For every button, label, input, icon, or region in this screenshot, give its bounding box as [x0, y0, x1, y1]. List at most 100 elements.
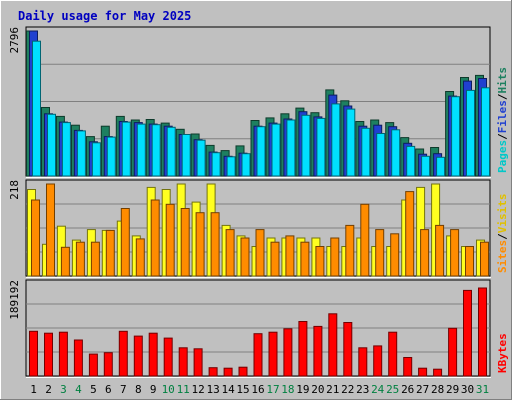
bar-sites-12 [195, 212, 205, 277]
panel-1: 218 Sites/Visits [8, 179, 509, 278]
x-tick-label: 1 [30, 383, 37, 396]
bar-pages-17 [271, 123, 281, 177]
panel-2: 189192 KBytes [8, 279, 509, 378]
bar-kbytes-11 [178, 347, 188, 377]
bar-sites-19 [300, 241, 310, 277]
bar-kbytes-13 [208, 367, 218, 377]
legend: KBytes [496, 333, 509, 373]
bar-pages-9 [151, 124, 161, 177]
bar-sites-9 [150, 199, 160, 277]
legend: Sites/Visits [496, 194, 509, 274]
bar-kbytes-12 [193, 348, 203, 377]
bar-kbytes-22 [343, 322, 353, 377]
bar-pages-20 [316, 117, 326, 177]
bar-sites-2 [46, 183, 55, 277]
bar-sites-31 [480, 241, 489, 277]
bar-sites-7 [120, 208, 130, 277]
bar-sites-6 [105, 229, 115, 277]
bar-sites-5 [90, 241, 100, 277]
x-tick-label: 17 [266, 383, 279, 396]
bar-pages-23 [361, 127, 371, 177]
bar-sites-27 [420, 229, 430, 277]
bar-pages-10 [166, 126, 176, 177]
x-tick-label: 9 [150, 383, 157, 396]
bar-pages-27 [421, 155, 431, 177]
bar-pages-2 [47, 113, 56, 177]
x-tick-label: 6 [105, 383, 112, 396]
bar-kbytes-25 [388, 331, 398, 377]
bar-kbytes-27 [418, 367, 428, 377]
bar-kbytes-18 [283, 328, 293, 377]
x-tick-label: 3 [60, 383, 67, 396]
bar-pages-1 [32, 40, 41, 177]
x-tick-label: 20 [311, 383, 324, 396]
x-tick-label: 28 [431, 383, 444, 396]
bar-kbytes-1 [29, 330, 38, 377]
bar-kbytes-17 [268, 331, 278, 377]
bar-pages-24 [376, 133, 386, 177]
ymax-label: 218 [8, 180, 21, 200]
ymax-label: 2796 [8, 27, 21, 54]
legend-entry: Pages [496, 140, 509, 173]
bar-kbytes-7 [118, 330, 128, 377]
bar-sites-14 [225, 229, 235, 277]
chart-title: Daily usage for May 2025 [18, 9, 191, 23]
bar-pages-12 [196, 139, 206, 177]
bar-kbytes-19 [298, 321, 308, 377]
bar-sites-28 [435, 224, 445, 277]
bar-pages-15 [241, 153, 251, 177]
bar-sites-26 [405, 191, 415, 277]
bar-sites-15 [240, 237, 250, 277]
x-tick-label: 26 [401, 383, 414, 396]
bar-pages-16 [256, 126, 266, 177]
ymax-label: 189192 [8, 280, 21, 320]
bar-kbytes-28 [433, 368, 443, 377]
bar-kbytes-15 [238, 366, 248, 377]
bar-sites-22 [345, 224, 355, 277]
bar-sites-30 [465, 246, 474, 277]
legend-entry: / [496, 233, 509, 240]
bar-pages-19 [301, 114, 311, 177]
x-tick-label: 18 [281, 383, 294, 396]
bar-sites-3 [60, 246, 70, 277]
x-tick-label: 21 [326, 383, 339, 396]
bar-pages-3 [61, 122, 71, 177]
x-tick-label: 4 [75, 383, 82, 396]
bar-kbytes-14 [223, 367, 233, 377]
x-tick-label: 7 [120, 383, 127, 396]
bar-kbytes-31 [478, 287, 487, 377]
bar-pages-14 [226, 156, 236, 177]
x-tick-label: 12 [191, 383, 204, 396]
x-tick-label: 29 [446, 383, 459, 396]
bar-kbytes-26 [403, 357, 413, 377]
bar-pages-11 [181, 134, 191, 177]
bar-kbytes-9 [148, 332, 158, 377]
bar-pages-7 [121, 121, 131, 177]
bar-kbytes-29 [448, 327, 458, 377]
bar-pages-18 [286, 119, 296, 177]
bar-pages-25 [391, 129, 401, 177]
bar-kbytes-30 [463, 289, 472, 377]
legend-entry: KBytes [496, 333, 509, 373]
bar-pages-30 [466, 89, 475, 177]
bar-sites-1 [31, 199, 40, 277]
bar-sites-4 [75, 241, 85, 277]
bar-pages-21 [331, 103, 341, 177]
bar-kbytes-20 [313, 325, 323, 377]
bar-kbytes-8 [133, 335, 143, 377]
bar-sites-10 [165, 203, 175, 277]
x-tick-label: 8 [135, 383, 142, 396]
legend-entry: Visits [496, 194, 509, 234]
legend-entry: / [496, 93, 509, 100]
bar-sites-11 [180, 208, 190, 277]
bar-pages-31 [481, 87, 490, 177]
bar-pages-22 [346, 108, 356, 177]
bar-sites-29 [450, 229, 460, 277]
bar-pages-28 [436, 156, 446, 177]
bar-pages-29 [451, 96, 461, 177]
bar-kbytes-5 [88, 353, 98, 377]
x-tick-label: 27 [416, 383, 429, 396]
bar-sites-25 [390, 233, 400, 277]
bar-kbytes-2 [44, 332, 53, 377]
